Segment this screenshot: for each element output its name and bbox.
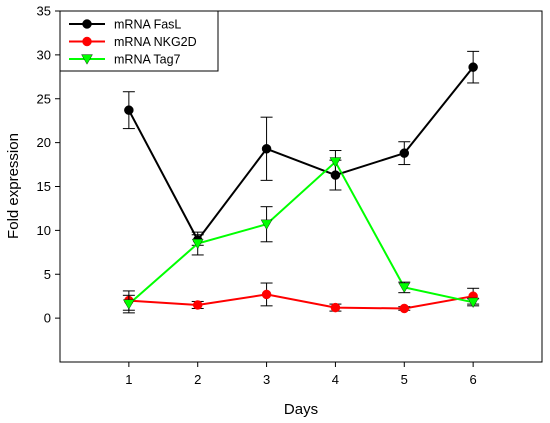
data-point bbox=[468, 62, 478, 72]
data-point bbox=[261, 289, 272, 300]
legend-item-2: mRNA NKG2D bbox=[69, 35, 197, 49]
y-tick-label: 30 bbox=[37, 47, 51, 62]
data-point bbox=[467, 297, 479, 308]
legend: mRNA FasL mRNA NKG2D mRNA Tag7 bbox=[59, 10, 219, 72]
legend-marker bbox=[81, 54, 93, 65]
x-axis-label: Days bbox=[284, 401, 318, 418]
data-point bbox=[191, 238, 204, 250]
legend-label: mRNA Tag7 bbox=[114, 53, 181, 67]
series-line bbox=[128, 293, 474, 310]
x-tick-label: 5 bbox=[401, 372, 408, 387]
data-point bbox=[124, 105, 134, 115]
series-3 bbox=[122, 150, 480, 314]
legend-label: mRNA FasL bbox=[114, 18, 181, 32]
y-axis: 0 5 10 15 20 25 30 35 bbox=[37, 4, 60, 326]
series-line bbox=[128, 160, 474, 305]
data-point bbox=[192, 300, 203, 310]
data-point bbox=[398, 282, 411, 294]
x-axis: 1 2 3 4 5 6 bbox=[125, 362, 477, 387]
series-1 bbox=[122, 50, 480, 246]
y-tick-label: 20 bbox=[37, 135, 51, 150]
x-tick-label: 3 bbox=[263, 372, 270, 387]
y-axis-label: Fold expression bbox=[5, 133, 22, 239]
data-point bbox=[399, 148, 410, 158]
data-point bbox=[329, 157, 342, 168]
legend-marker bbox=[82, 36, 92, 47]
x-tick-label: 4 bbox=[332, 372, 339, 387]
data-point bbox=[123, 299, 135, 310]
series-layer bbox=[122, 50, 480, 314]
y-tick-label: 10 bbox=[37, 223, 51, 238]
legend-label: mRNA NKG2D bbox=[114, 35, 197, 49]
legend-item-1: mRNA FasL bbox=[69, 18, 181, 32]
series-2 bbox=[122, 282, 480, 314]
legend-item-3: mRNA Tag7 bbox=[69, 53, 181, 67]
x-tick-label: 6 bbox=[470, 372, 477, 387]
legend-marker bbox=[82, 19, 92, 29]
series-line bbox=[127, 66, 474, 242]
y-tick-label: 35 bbox=[37, 4, 51, 19]
y-tick-label: 15 bbox=[37, 179, 51, 194]
data-point bbox=[260, 219, 273, 230]
data-point bbox=[261, 144, 272, 154]
y-tick-label: 5 bbox=[44, 267, 51, 282]
data-point bbox=[399, 303, 410, 314]
x-tick-label: 1 bbox=[125, 372, 132, 387]
x-tick-label: 2 bbox=[194, 372, 201, 387]
data-point bbox=[330, 302, 341, 313]
y-tick-label: 0 bbox=[44, 311, 51, 326]
y-tick-label: 25 bbox=[37, 91, 51, 106]
